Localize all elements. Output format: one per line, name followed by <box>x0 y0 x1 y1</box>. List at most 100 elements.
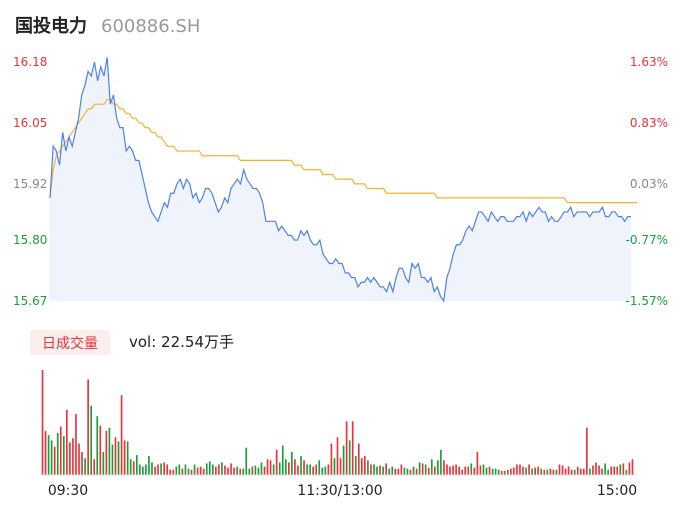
volume-bar <box>227 467 229 475</box>
volume-bar <box>628 462 631 475</box>
volume-bar <box>117 441 120 475</box>
volume-bar <box>461 469 464 475</box>
volume-bar <box>406 468 409 475</box>
volume-bar <box>41 370 44 475</box>
volume-bar <box>437 460 439 475</box>
volume-bar <box>236 466 238 475</box>
volume-bar <box>154 466 156 475</box>
volume-bar <box>519 464 521 475</box>
volume-bar <box>427 467 430 475</box>
volume-bar <box>275 449 278 475</box>
volume-bar <box>321 467 324 475</box>
volume-bar <box>175 466 178 475</box>
volume-bar <box>552 469 555 475</box>
price-axis: 16.18 16.05 15.92 15.80 15.67 <box>13 55 47 308</box>
volume-bar <box>589 468 591 475</box>
volume-bar <box>160 463 162 475</box>
percent-tick-label: 0.83% <box>630 116 668 130</box>
percent-tick-label: 1.63% <box>630 55 668 69</box>
volume-bar <box>382 466 384 475</box>
volume-bar <box>87 379 89 475</box>
price-tick-label: 16.05 <box>13 116 47 130</box>
daily-volume-button[interactable]: 日成交量 <box>42 335 98 352</box>
volume-bar <box>370 464 372 475</box>
volume-bar <box>336 437 339 475</box>
volume-bar <box>488 466 491 475</box>
volume-bar <box>242 468 245 475</box>
percent-tick-label: 0.03% <box>630 177 668 191</box>
volume-bar <box>576 466 579 475</box>
price-tick-label: 15.92 <box>13 177 47 191</box>
volume-bar <box>342 445 345 475</box>
volume-bar <box>482 464 485 475</box>
volume-header: 日成交量 vol: 22.54万手 <box>30 330 234 355</box>
volume-bar <box>506 469 509 475</box>
volume-bar <box>233 467 235 475</box>
volume-bar <box>510 468 512 475</box>
volume-bar <box>513 467 515 475</box>
volume-bar <box>485 467 488 475</box>
volume-bar <box>139 464 141 475</box>
volume-bar <box>102 451 105 475</box>
volume-bar <box>388 468 391 475</box>
volume-bar <box>586 427 588 475</box>
volume-bar <box>315 464 318 475</box>
volume-bar <box>561 465 564 475</box>
volume-bar <box>534 467 536 475</box>
volume-bar <box>129 459 132 475</box>
volume-bar <box>56 433 59 475</box>
time-axis: 09:30 11:30/13:00 15:00 <box>48 483 637 499</box>
volume-bar <box>364 456 366 475</box>
volume-bar <box>345 421 348 475</box>
daily-volume-button-bg[interactable] <box>30 330 110 355</box>
volume-bar <box>348 440 351 475</box>
volume-bar <box>470 463 473 475</box>
volume-bar <box>44 430 47 475</box>
volume-bar <box>300 456 302 475</box>
volume-bar <box>93 459 96 475</box>
time-tick-label: 09:30 <box>48 483 88 499</box>
volume-bar <box>491 468 494 475</box>
volume-bar <box>105 430 108 475</box>
volume-bar <box>218 464 220 475</box>
volume-bar <box>278 462 281 475</box>
volume-bar <box>257 467 260 475</box>
price-panel: 16.18 16.05 15.92 15.80 15.67 1.63% 0.83% 0.03… <box>13 55 668 308</box>
volume-bar <box>558 464 561 475</box>
volume-bar <box>373 464 375 475</box>
volume-bar <box>266 459 269 475</box>
volume-bar <box>598 465 600 475</box>
price-area <box>50 57 631 302</box>
volume-bar <box>409 469 412 475</box>
volume-bar <box>354 456 357 475</box>
volume-bar <box>294 459 296 475</box>
volume-bar <box>555 469 558 475</box>
volume-bar <box>120 395 123 475</box>
volume-bar <box>66 409 68 475</box>
volume-bar <box>126 441 129 475</box>
volume-bar <box>333 458 336 475</box>
price-line <box>49 57 631 303</box>
volume-bar <box>531 468 533 475</box>
volume-bar <box>59 426 62 475</box>
volume-bar <box>99 425 102 475</box>
volume-bar <box>327 464 330 475</box>
volume-bar <box>221 462 223 475</box>
volume-bar <box>230 463 232 475</box>
volume-bar <box>248 468 251 475</box>
volume-bar <box>385 463 387 475</box>
volume-bar <box>610 466 613 475</box>
volume-bar <box>631 459 634 475</box>
volume-bar <box>330 443 333 475</box>
volume-bar <box>433 466 436 475</box>
volume-bar <box>284 459 287 475</box>
volume-bar <box>619 464 622 475</box>
volume-bar <box>205 463 208 475</box>
volume-bar <box>69 442 71 475</box>
volume-bar <box>494 468 497 475</box>
volume-bar <box>184 464 187 475</box>
volume-bar <box>479 465 482 475</box>
volume-bar <box>81 451 83 475</box>
volume-bar <box>251 466 254 475</box>
